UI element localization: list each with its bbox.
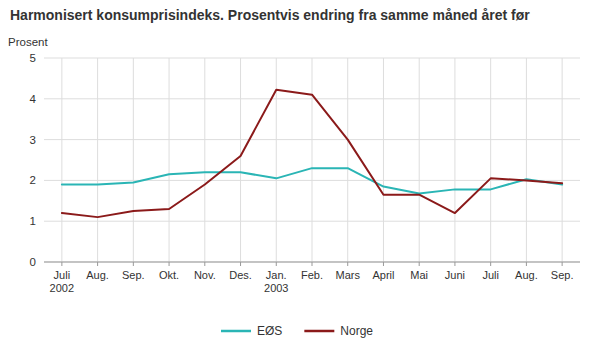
x-tick-label: Jan.2003 <box>264 269 288 294</box>
x-tick <box>276 262 277 266</box>
x-tick <box>169 262 170 266</box>
legend-label: EØS <box>257 324 282 338</box>
title: Harmonisert konsumprisindeks. Prosentvis… <box>10 7 530 23</box>
x-tick-label-line: Mars <box>336 269 361 281</box>
y-tick-label: 1 <box>30 215 36 227</box>
x-grid-line <box>312 58 313 262</box>
x-grid-line <box>240 58 241 262</box>
x-tick-label: Des. <box>229 269 252 281</box>
y-tick-label: 2 <box>30 174 36 186</box>
legend-label: Norge <box>340 324 373 338</box>
x-tick-label: Juni <box>445 269 465 281</box>
x-tick <box>383 262 384 266</box>
legend-swatch <box>221 330 251 333</box>
x-tick-label-line: Juni <box>445 269 465 281</box>
x-tick-label: Mars <box>336 269 361 281</box>
x-grid-line <box>419 58 420 262</box>
chart: Harmonisert konsumprisindeks. Prosentvis… <box>0 0 594 345</box>
x-tick <box>347 262 348 266</box>
x-tick <box>312 262 313 266</box>
x-tick-label-line: Des. <box>229 269 252 281</box>
x-tick-label-line: Aug. <box>515 269 538 281</box>
x-tick <box>61 262 62 266</box>
y-tick-label: 3 <box>30 134 36 146</box>
x-tick-label: Okt. <box>159 269 179 281</box>
x-tick <box>97 262 98 266</box>
y-tick-label: 0 <box>30 256 36 268</box>
x-grid-line <box>169 58 170 262</box>
x-tick <box>526 262 527 266</box>
legend-swatch <box>304 330 334 333</box>
x-tick-label-line: 2002 <box>50 282 74 294</box>
legend: EØS Norge <box>221 324 373 338</box>
x-tick-label-line: Nov. <box>194 269 216 281</box>
x-tick-label-line: Okt. <box>159 269 179 281</box>
x-tick <box>419 262 420 266</box>
y-tick-label: 4 <box>30 93 37 105</box>
x-grid-line <box>490 58 491 262</box>
x-tick <box>454 262 455 266</box>
x-tick-label-line: Jan. <box>266 269 287 281</box>
x-tick-label-line: Juli <box>54 269 71 281</box>
x-tick-label-line: 2003 <box>264 282 288 294</box>
x-tick-label: Aug. <box>515 269 538 281</box>
y-grid-line <box>44 262 580 263</box>
x-grid-line <box>347 58 348 262</box>
x-tick-label: Sep. <box>122 269 145 281</box>
x-tick-label-line: Mai <box>410 269 428 281</box>
x-tick <box>133 262 134 266</box>
x-tick-label: Aug. <box>86 269 109 281</box>
chart-container: Harmonisert konsumprisindeks. Prosentvis… <box>0 0 594 345</box>
x-tick-label-line: Feb. <box>301 269 323 281</box>
x-tick-label-line: April <box>372 269 394 281</box>
y-axis-label: Prosent <box>8 36 48 48</box>
x-grid-line <box>133 58 134 262</box>
x-grid-line <box>204 58 205 262</box>
x-tick <box>240 262 241 266</box>
x-tick-label: Sep. <box>551 269 574 281</box>
x-grid-line <box>97 58 98 262</box>
x-tick-label: April <box>372 269 394 281</box>
x-tick-label-line: Sep. <box>551 269 574 281</box>
x-tick-label-line: Aug. <box>86 269 109 281</box>
x-tick <box>204 262 205 266</box>
x-tick-label-line: Juli <box>482 269 499 281</box>
series-line <box>62 90 562 217</box>
grid <box>44 58 580 262</box>
x-tick-label: Mai <box>410 269 428 281</box>
x-grid-line <box>562 58 563 262</box>
x-grid-line <box>383 58 384 262</box>
plot-area <box>62 90 562 217</box>
x-tick <box>562 262 563 266</box>
axes: 012345Juli2002Aug.Sep.Okt.Nov.Des.Jan.20… <box>30 52 580 294</box>
x-axis-line <box>44 262 580 263</box>
x-tick <box>490 262 491 266</box>
x-tick-label: Nov. <box>194 269 216 281</box>
x-tick-label: Feb. <box>301 269 323 281</box>
x-tick-label: Juli <box>482 269 499 281</box>
x-grid-line <box>61 58 62 262</box>
x-grid-line <box>526 58 527 262</box>
x-tick-label: Juli2002 <box>50 269 74 294</box>
y-tick-label: 5 <box>30 52 36 64</box>
x-grid-line <box>276 58 277 262</box>
x-tick-label-line: Sep. <box>122 269 145 281</box>
x-grid-line <box>454 58 455 262</box>
